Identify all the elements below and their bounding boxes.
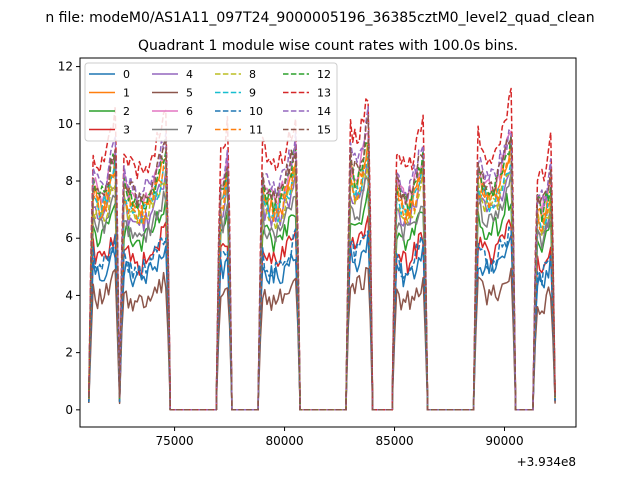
legend-label: 3 — [123, 124, 130, 137]
legend-label: 14 — [317, 105, 331, 118]
legend-label: 0 — [123, 68, 130, 81]
x-tick-label: 80000 — [265, 434, 303, 448]
legend-label: 13 — [317, 87, 331, 100]
x-axis: 75000 80000 85000 90000 — [155, 427, 524, 448]
series-line-2 — [88, 186, 556, 411]
y-axis: 0 2 4 6 8 10 12 — [58, 60, 80, 417]
y-tick-label: 12 — [58, 60, 73, 74]
legend-label: 2 — [123, 105, 130, 118]
chart-suptitle: n file: modeM0/AS1A11_097T24_9000005196_… — [45, 10, 594, 26]
legend-label: 11 — [249, 124, 263, 137]
axes-frame — [79, 57, 577, 428]
legend-label: 8 — [249, 68, 256, 81]
x-tick-label: 90000 — [485, 434, 523, 448]
legend-label: 10 — [249, 105, 263, 118]
legend-label: 7 — [186, 124, 193, 137]
y-tick-label: 2 — [65, 346, 73, 360]
y-tick-label: 10 — [58, 117, 73, 131]
y-tick-label: 0 — [65, 403, 73, 417]
x-offset-text: +3.934e8 — [517, 455, 576, 469]
series-layer — [88, 87, 556, 411]
chart-title: Quadrant 1 module wise count rates with … — [138, 38, 518, 54]
legend-label: 6 — [186, 105, 193, 118]
series-line-5 — [88, 266, 556, 411]
legend-box — [84, 62, 338, 142]
legend-label: 15 — [317, 124, 331, 137]
y-tick-label: 6 — [65, 231, 73, 245]
legend-label: 12 — [317, 68, 331, 81]
y-tick-label: 4 — [65, 288, 73, 302]
legend-label: 9 — [249, 87, 256, 100]
series-line-15 — [88, 114, 556, 411]
x-tick-label: 75000 — [155, 434, 193, 448]
legend-label: 4 — [186, 68, 193, 81]
y-tick-label: 8 — [65, 174, 73, 188]
x-tick-label: 85000 — [375, 434, 413, 448]
legend-label: 5 — [186, 87, 193, 100]
legend-label: 1 — [123, 87, 130, 100]
